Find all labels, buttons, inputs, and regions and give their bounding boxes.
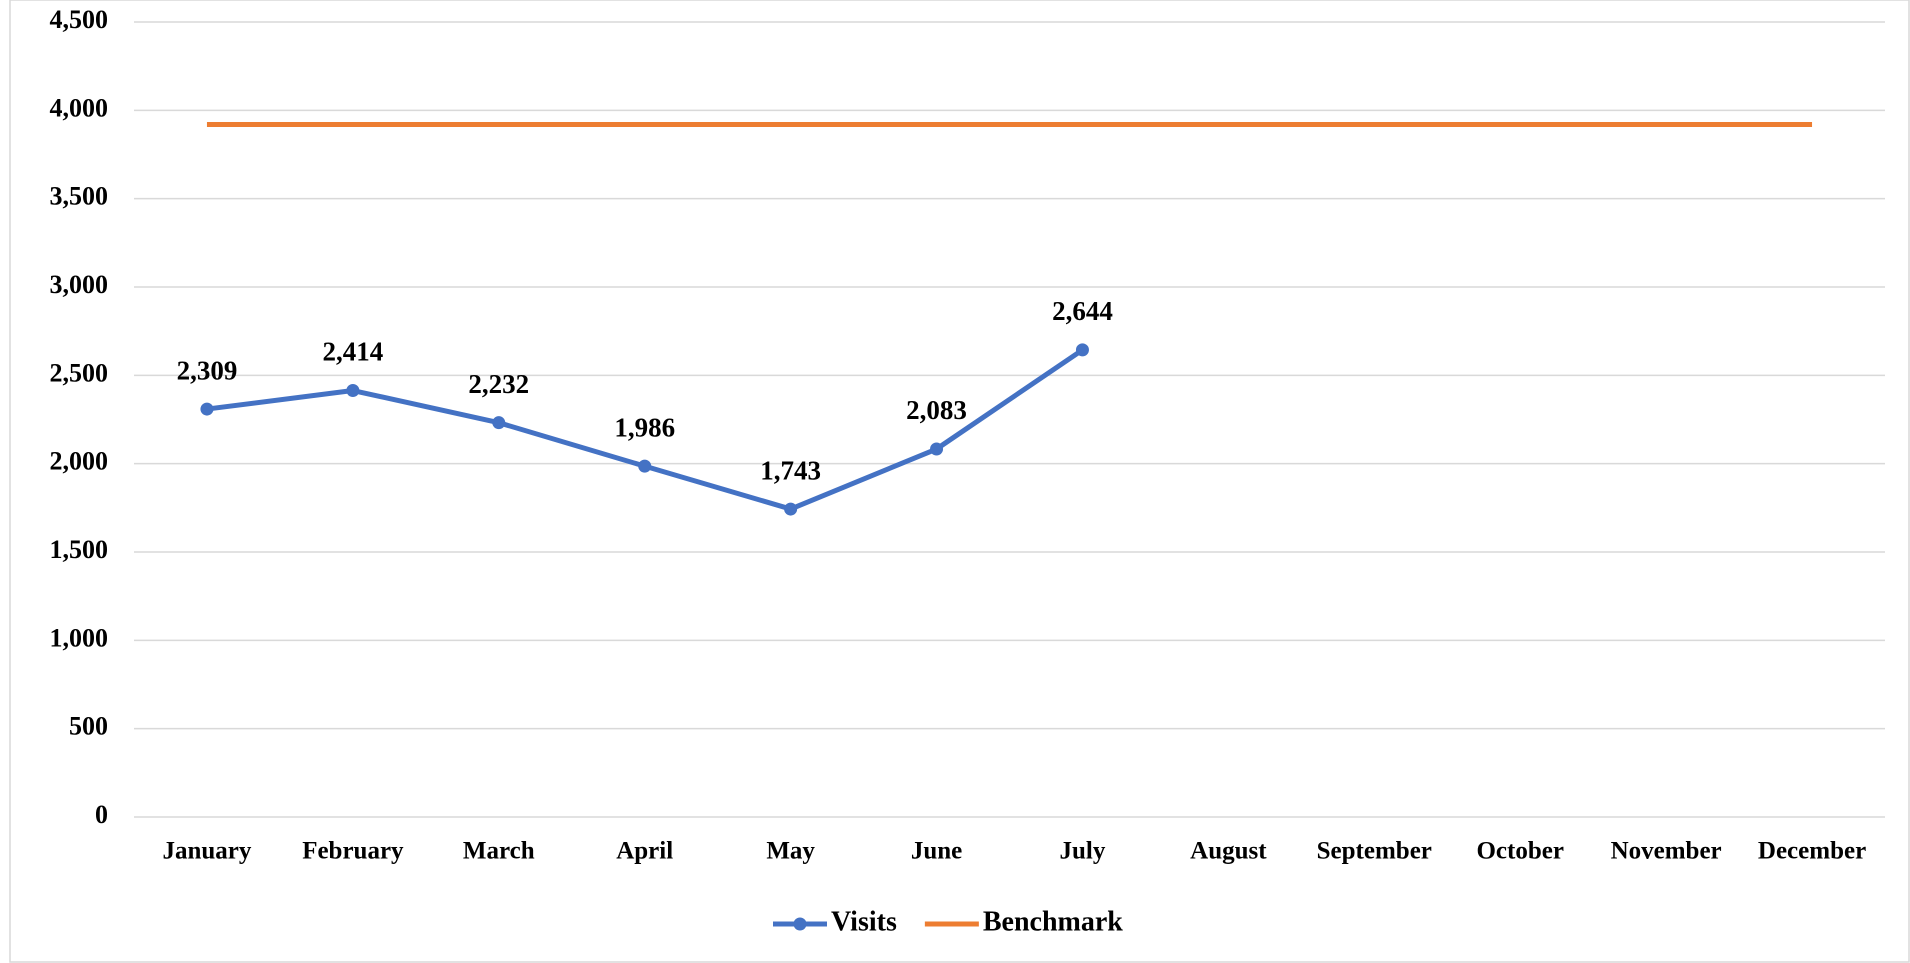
data-label: 2,083 — [906, 395, 967, 425]
chart-border — [9, 0, 1910, 963]
point-marker — [638, 459, 652, 473]
y-tick-label: 3,000 — [50, 270, 109, 299]
y-tick-label: 3,500 — [50, 182, 109, 211]
legend-marker — [793, 917, 807, 931]
x-tick-label: December — [1758, 838, 1866, 865]
y-tick-label: 1,500 — [50, 535, 109, 564]
data-label: 1,986 — [614, 412, 675, 442]
x-tick-label: March — [463, 838, 535, 865]
legend-label: Benchmark — [983, 906, 1123, 937]
data-label: 2,644 — [1052, 296, 1113, 326]
point-marker — [346, 384, 360, 398]
point-marker — [1075, 343, 1089, 357]
legend-label: Visits — [831, 906, 897, 937]
x-tick-label: August — [1190, 838, 1267, 865]
data-label: 2,414 — [323, 337, 384, 367]
x-tick-label: January — [163, 838, 252, 865]
point-marker — [784, 502, 798, 516]
y-tick-label: 4,500 — [50, 5, 109, 34]
data-label: 1,743 — [760, 455, 821, 485]
y-tick-label: 2,000 — [50, 447, 109, 476]
y-tick-label: 4,000 — [50, 93, 109, 122]
x-tick-label: May — [766, 838, 815, 865]
x-tick-label: October — [1476, 838, 1563, 865]
x-tick-label: February — [302, 838, 404, 865]
x-tick-label: July — [1060, 838, 1106, 865]
y-tick-label: 2,500 — [50, 358, 109, 387]
point-marker — [492, 416, 506, 430]
point-marker — [200, 402, 214, 416]
point-marker — [930, 442, 944, 456]
y-tick-label: 1,000 — [50, 623, 109, 652]
data-label: 2,232 — [468, 369, 529, 399]
x-tick-label: September — [1317, 838, 1432, 865]
x-tick-label: April — [616, 838, 673, 865]
x-tick-label: June — [911, 838, 962, 865]
y-tick-label: 0 — [95, 800, 108, 829]
x-tick-label: November — [1611, 838, 1722, 865]
y-tick-label: 500 — [69, 712, 108, 741]
data-label: 2,309 — [177, 355, 238, 385]
